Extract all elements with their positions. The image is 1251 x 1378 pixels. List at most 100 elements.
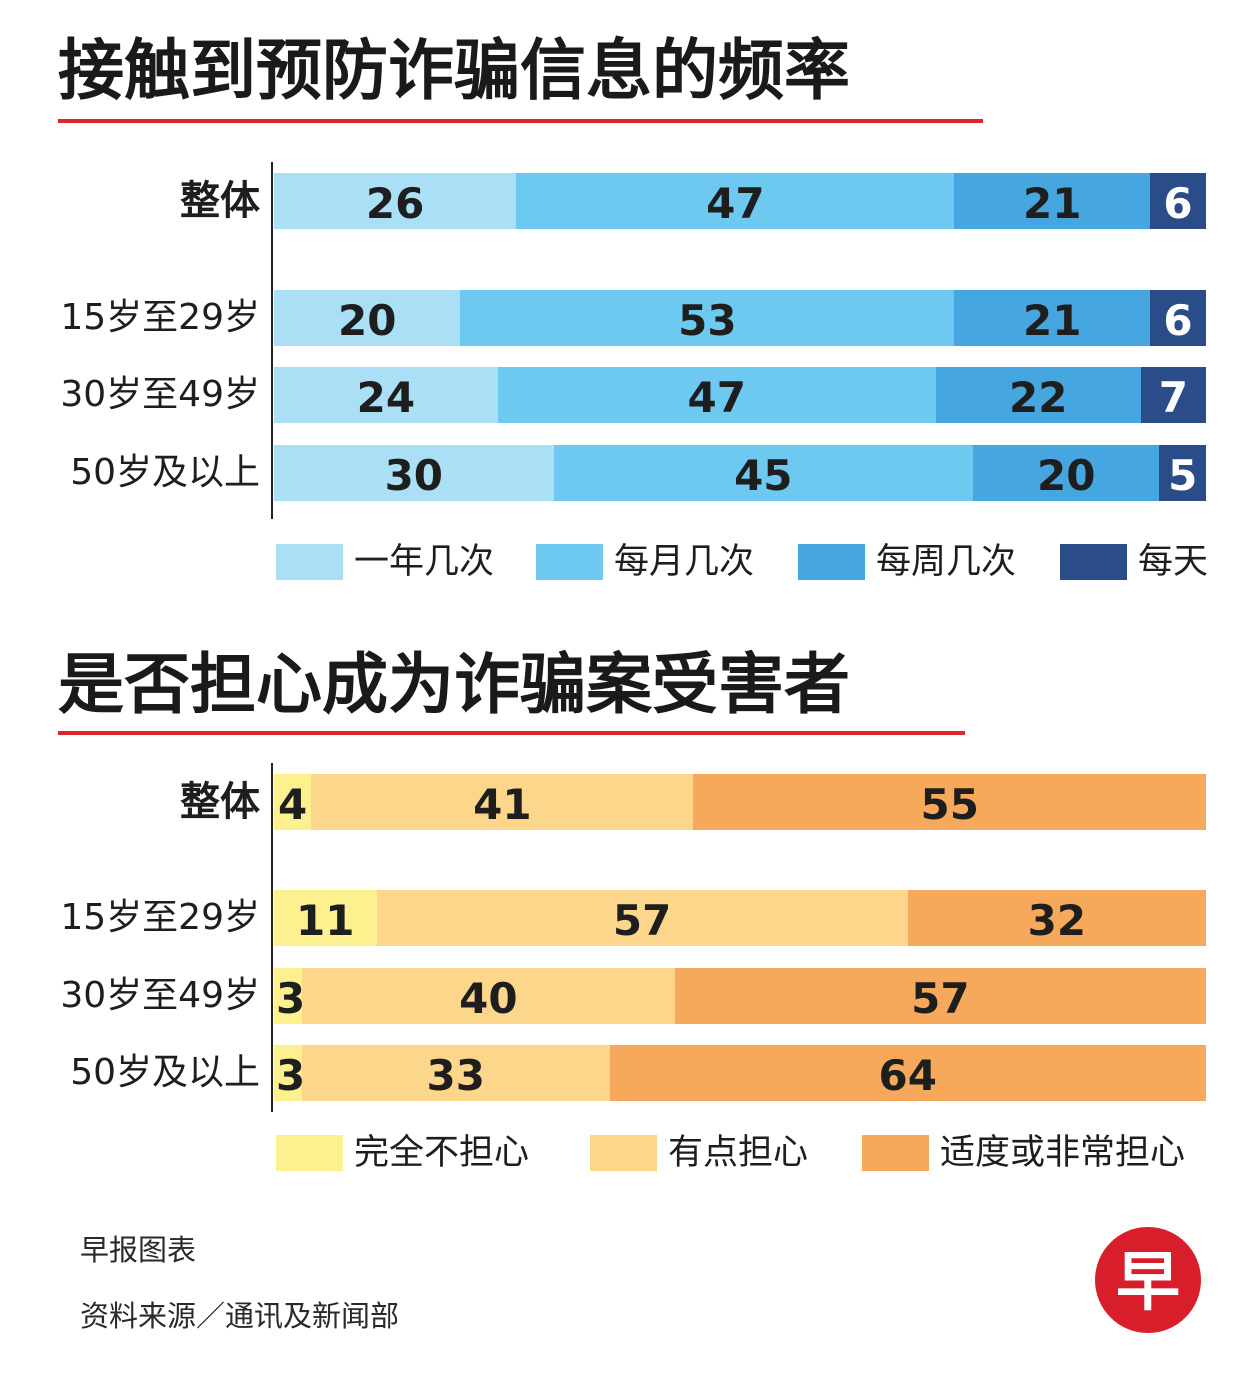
chart-1-legend-swatch — [1060, 544, 1127, 580]
chart-1-data-label: 5 — [1168, 451, 1198, 500]
chart-2-data-label: 3 — [276, 1051, 306, 1100]
chart-1-data-label: 7 — [1158, 373, 1188, 422]
chart-1-bar-segment-series-2 — [460, 290, 955, 346]
chart-2-data-label: 41 — [473, 780, 532, 829]
chart-1-bar-segment-series-3 — [954, 173, 1151, 229]
chart-2-bar-segment-series-3 — [674, 968, 1206, 1024]
chart-1-category-label: 50岁及以上 — [70, 452, 260, 493]
chart-2-bar-segment-series-3 — [693, 774, 1206, 830]
chart-1-data-label: 20 — [1036, 451, 1096, 500]
chart-2-data-label: 33 — [426, 1051, 485, 1100]
chart-2-bar-segment-series-1 — [274, 1045, 302, 1101]
chart-1-bar-segment-series-3 — [973, 445, 1160, 501]
chart-1-legend-label: 每天 — [1138, 541, 1209, 582]
chart-1-data-label: 24 — [356, 373, 416, 422]
chart-2-legend-swatch — [862, 1135, 929, 1171]
logo-text: 早 — [1116, 1246, 1180, 1320]
chart-1-title-underline — [58, 119, 983, 123]
chart-1-bar-segment-series-4 — [1150, 173, 1206, 229]
chart-1-category-label: 15岁至29岁 — [60, 297, 260, 338]
chart-1-legend-item: 每周几次 — [798, 544, 1016, 580]
chart-1-legend-item: 每天 — [1060, 544, 1208, 580]
chart-2-legend-swatch — [590, 1135, 657, 1171]
chart-1-legend-label: 每周几次 — [876, 541, 1017, 582]
chart-1-bar-segment-series-2 — [497, 367, 936, 423]
chart-1-axis-line — [271, 162, 273, 519]
chart-2-legend-item: 适度或非常担心 — [862, 1135, 1185, 1171]
chart-2-bar-row: 4 41 55 — [274, 774, 1206, 830]
chart-1-bar-row: 24 47 22 7 — [274, 367, 1206, 423]
chart-2-bar-segment-series-2 — [311, 774, 694, 830]
chart-1-bar-segment-series-2 — [516, 173, 955, 229]
chart-1-data-label: 47 — [706, 179, 765, 228]
chart-2-bar-segment-series-2 — [376, 890, 908, 946]
chart-2-data-label: 3 — [276, 974, 306, 1023]
chart-1-legend-item: 每月几次 — [536, 544, 754, 580]
chart-1-category-label: 整体 — [180, 178, 260, 224]
chart-1-data-label: 30 — [384, 451, 444, 500]
chart-1-bar-row: 26 47 21 6 — [274, 173, 1206, 229]
chart-2-legend-label: 有点担心 — [668, 1132, 809, 1173]
chart-2-data-label: 4 — [278, 780, 308, 829]
chart-2-data-label: 64 — [878, 1051, 937, 1100]
chart-2-bar-row: 11 57 32 — [274, 890, 1206, 946]
footer-source: 资料来源／通讯及新闻部 — [80, 1299, 400, 1333]
chart-2-data-label: 55 — [920, 780, 979, 829]
chart-1-bar-segment-series-1 — [274, 290, 461, 346]
chart-2-bar-row: 3 33 64 — [274, 1045, 1206, 1101]
logo-circle — [1095, 1227, 1201, 1333]
chart-1-data-label: 26 — [365, 179, 425, 228]
chart-2-axis-line — [271, 763, 273, 1112]
chart-1-data-label: 6 — [1163, 296, 1193, 345]
chart-2-legend-swatch — [276, 1135, 343, 1171]
chart-2-data-label: 32 — [1027, 896, 1087, 945]
chart-2-category-label: 15岁至29岁 — [60, 897, 260, 938]
chart-2-data-label: 40 — [459, 974, 518, 1023]
chart-2-category-label: 50岁及以上 — [70, 1052, 260, 1093]
zaobao-logo: 早 — [1095, 1227, 1201, 1333]
chart-2-title: 是否担心成为诈骗案受害者 — [58, 646, 850, 723]
chart-2-bar-segment-series-3 — [609, 1045, 1206, 1101]
chart-1-bar-row: 20 53 21 6 — [274, 290, 1206, 346]
chart-2-data-label: 57 — [612, 896, 672, 945]
chart-1-legend-label: 每月几次 — [614, 541, 755, 582]
chart-1-data-label: 20 — [337, 296, 397, 345]
chart-2-title-underline — [58, 731, 965, 735]
chart-1-legend-swatch — [536, 544, 603, 580]
chart-2-legend-label: 完全不担心 — [354, 1132, 530, 1173]
chart-1-data-label: 22 — [1009, 373, 1068, 422]
chart-1-data-label: 21 — [1022, 179, 1082, 228]
chart-1-data-label: 21 — [1022, 296, 1082, 345]
chart-1-bar-segment-series-4 — [1159, 445, 1206, 501]
chart-2-bar-segment-series-2 — [301, 1045, 610, 1101]
chart-2-bar-segment-series-2 — [301, 968, 675, 1024]
chart-1-bar-segment-series-1 — [274, 173, 517, 229]
chart-2-legend-label: 适度或非常担心 — [940, 1132, 1186, 1173]
chart-1-bar-segment-series-3 — [954, 290, 1151, 346]
chart-2-data-label: 57 — [911, 974, 970, 1023]
chart-1-legend-label: 一年几次 — [354, 541, 495, 582]
chart-2-bar-segment-series-1 — [274, 774, 312, 830]
chart-2-category-label: 整体 — [180, 779, 260, 825]
chart-2-bar-segment-series-1 — [274, 968, 302, 1024]
chart-1-data-label: 53 — [678, 296, 737, 345]
chart-2-legend-item: 完全不担心 — [276, 1135, 529, 1171]
chart-1-legend-item: 一年几次 — [276, 544, 494, 580]
chart-1-category-label: 30岁至49岁 — [60, 374, 260, 415]
chart-1-bar-segment-series-2 — [553, 445, 973, 501]
chart-1-bar-segment-series-1 — [274, 367, 498, 423]
chart-1-data-label: 45 — [734, 451, 793, 500]
chart-2-legend-item: 有点担心 — [590, 1135, 808, 1171]
chart-1-legend-swatch — [276, 544, 343, 580]
chart-1-title: 接触到预防诈骗信息的频率 — [58, 32, 850, 109]
chart-2-category-label: 30岁至49岁 — [60, 975, 260, 1016]
chart-1-bar-segment-series-4 — [1140, 367, 1206, 423]
chart-1-data-label: 47 — [687, 373, 746, 422]
chart-1-bar-segment-series-1 — [274, 445, 554, 501]
chart-1-bar-row: 30 45 20 5 — [274, 445, 1206, 501]
footer-credit: 早报图表 — [80, 1233, 197, 1267]
chart-1-bar-segment-series-4 — [1150, 290, 1206, 346]
chart-1-legend-swatch — [798, 544, 865, 580]
chart-1-data-label: 6 — [1163, 179, 1193, 228]
chart-2-bar-segment-series-1 — [274, 890, 377, 946]
